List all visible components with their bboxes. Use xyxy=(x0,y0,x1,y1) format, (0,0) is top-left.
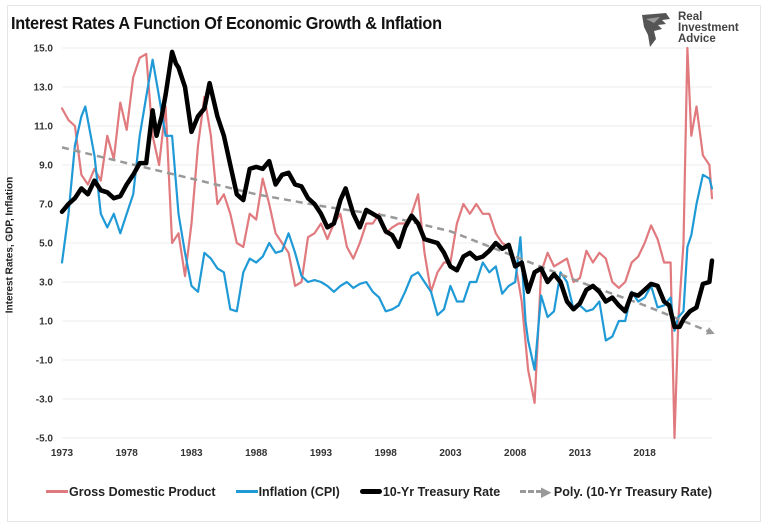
y-tick-label: 11.0 xyxy=(34,122,53,133)
y-tick-label: 5.0 xyxy=(39,239,53,250)
legend-label: Gross Domestic Product xyxy=(69,484,216,499)
x-tick-label: 1973 xyxy=(51,448,74,459)
logo-text-line: Investment xyxy=(678,22,739,34)
y-tick-label: -3.0 xyxy=(36,395,54,406)
logo-text-line: Real xyxy=(678,11,703,23)
x-tick-label: 2013 xyxy=(569,448,592,459)
y-tick-label: 1.0 xyxy=(39,317,53,328)
x-tick-label: 1978 xyxy=(116,448,139,459)
legend-label: 10-Yr Treasury Rate xyxy=(382,484,501,499)
series-line-cpi xyxy=(60,58,714,371)
x-tick-label: 1988 xyxy=(245,448,268,459)
y-tick-label: 13.0 xyxy=(34,83,54,94)
chart-frame xyxy=(7,5,761,522)
y-tick-label: 3.0 xyxy=(39,278,53,289)
logo-text-line: Advice xyxy=(678,33,716,45)
series-line-poly-trend xyxy=(61,146,715,335)
y-tick-label: 15.0 xyxy=(34,44,54,55)
y-tick-label: 7.0 xyxy=(39,200,53,211)
eagle-logo-icon xyxy=(642,13,670,47)
legend-swatch xyxy=(46,490,68,493)
y-tick-label: 9.0 xyxy=(39,161,53,172)
arrow-icon: ▶ xyxy=(541,485,551,499)
legend-swatch xyxy=(235,490,258,493)
series-line-gdp xyxy=(60,46,714,440)
chart-title: Interest Rates A Function Of Economic Gr… xyxy=(11,13,442,33)
legend-swatch xyxy=(359,489,382,494)
legend-item-cpi: Inflation (CPI) xyxy=(235,484,340,499)
legend-label: Poly. (10-Yr Treasury Rate) xyxy=(553,484,713,499)
legend-label: Inflation (CPI) xyxy=(258,484,340,499)
legend: Gross Domestic Product Inflation (CPI) 1… xyxy=(46,484,712,499)
legend-item-treasury: 10-Yr Treasury Rate xyxy=(359,484,501,499)
x-tick-label: 1998 xyxy=(375,448,398,459)
series-line-treasury xyxy=(59,49,715,330)
x-tick-label: 1993 xyxy=(310,448,333,459)
x-tick-label: 2003 xyxy=(439,448,462,459)
legend-item-poly: ▶ Poly. (10-Yr Treasury Rate) xyxy=(520,484,712,499)
y-tick-label: -5.0 xyxy=(36,434,54,445)
legend-item-gdp: Gross Domestic Product xyxy=(46,485,216,499)
x-tick-label: 2008 xyxy=(504,448,527,459)
logo: Real Investment Advice xyxy=(636,9,756,49)
legend-swatch xyxy=(520,490,543,493)
y-tick-label: -1.0 xyxy=(36,356,54,367)
x-tick-label: 1983 xyxy=(180,448,203,459)
x-tick-label: 2018 xyxy=(634,448,657,459)
